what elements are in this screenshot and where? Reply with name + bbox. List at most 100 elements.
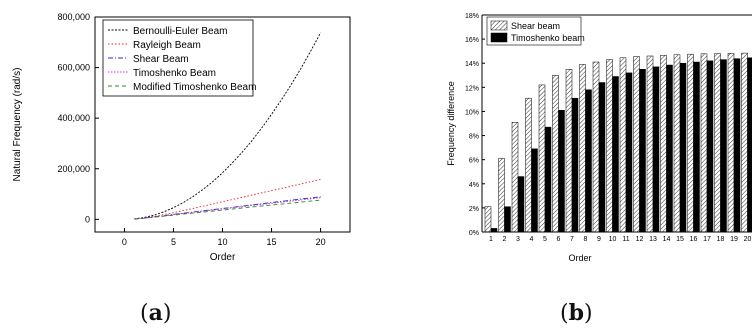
x-tick-label: 16 — [690, 236, 698, 243]
bar-timoshenko-13 — [652, 66, 660, 233]
x-tick-label: 8 — [584, 236, 588, 243]
bar-shear-11 — [619, 57, 627, 233]
x-tick-label: 0 — [122, 237, 127, 247]
bar-timoshenko-8 — [585, 89, 592, 233]
bar-shear-6 — [552, 75, 559, 233]
bar-shear-8 — [579, 64, 586, 233]
series-line-1 — [134, 32, 321, 220]
bar-shear-15 — [673, 54, 681, 233]
x-tick-label: 14 — [663, 236, 671, 243]
bar-timoshenko-18 — [720, 59, 727, 233]
y-tick-label: 18% — [465, 13, 479, 20]
x-tick-label: 12 — [636, 236, 644, 243]
series-line-5 — [134, 199, 321, 220]
y-tick-label: 16% — [465, 37, 479, 44]
bar-shear-2 — [498, 158, 505, 233]
x-tick-label: 20 — [744, 236, 752, 243]
bar-timoshenko-20 — [747, 57, 752, 233]
y-tick-label: 8% — [469, 134, 479, 141]
legend-box — [102, 19, 254, 97]
x-tick-label: 15 — [267, 237, 277, 247]
bar-shear-14 — [660, 55, 667, 233]
x-tick-label: 5 — [543, 236, 547, 243]
bar-timoshenko-10 — [612, 76, 619, 233]
bar-shear-10 — [606, 59, 613, 233]
x-tick-label: 20 — [316, 237, 326, 247]
x-tick-label: 17 — [703, 236, 711, 243]
bar-shear-12 — [633, 56, 640, 233]
y-tick-label: 2% — [469, 206, 479, 213]
y-tick-label: 600,000 — [57, 63, 90, 73]
bar-timoshenko-4 — [531, 148, 538, 233]
panel-label-a: (a) — [140, 300, 172, 326]
y-tick-label: 6% — [469, 158, 479, 165]
chart-a: 0 5 10 15 20 0 200,000 400,000 600,000 800,000 Ord… — [12, 12, 351, 263]
legend-label: Timoshenko beam — [511, 33, 585, 43]
bar-timoshenko-19 — [733, 58, 741, 233]
bar-shear-19 — [727, 53, 735, 233]
bar-shear-1 — [484, 206, 492, 233]
legend-label: Shear beam — [511, 21, 560, 31]
x-tick-label: 15 — [676, 236, 684, 243]
x-tick-label: 13 — [649, 236, 657, 243]
bar-shear-7 — [565, 69, 573, 233]
bar-timoshenko-14 — [666, 64, 673, 233]
panel-label-b: (b) — [560, 300, 593, 326]
bar-shear-5 — [538, 84, 546, 233]
bar-timoshenko-2 — [504, 206, 511, 233]
y-tick-label: 12% — [465, 85, 479, 92]
y-tick-label: 4% — [469, 182, 479, 189]
bar-timoshenko-12 — [639, 69, 646, 233]
bar-timoshenko-1 — [490, 228, 498, 233]
x-tick-label: 9 — [597, 236, 601, 243]
x-tick-label: 6 — [557, 236, 561, 243]
x-axis-label: Order — [568, 253, 591, 263]
y-tick-label: 800,000 — [57, 12, 90, 22]
bar-shear-17 — [700, 53, 708, 233]
x-tick-label: 10 — [217, 237, 227, 247]
bar-timoshenko-3 — [517, 176, 525, 233]
x-tick-label: 1 — [489, 236, 493, 243]
y-tick-label: 200,000 — [57, 164, 90, 174]
bar-shear-13 — [646, 55, 654, 233]
bar-shear-9 — [592, 61, 600, 233]
y-tick-label: 10% — [465, 109, 479, 116]
legend-label: Shear Beam — [133, 54, 189, 65]
x-tick-label: 7 — [570, 236, 574, 243]
y-axis-label: Natural Frequency (rad/s) — [12, 68, 23, 182]
legend-label: Modified Timoshenko Beam — [133, 82, 256, 93]
x-tick-label: 2 — [503, 236, 507, 243]
legend-label: Rayleigh Beam — [133, 40, 201, 51]
bar-timoshenko-5 — [544, 126, 552, 233]
y-tick-label: 400,000 — [57, 113, 90, 123]
x-axis-label: Order — [210, 252, 236, 263]
bar-shear-18 — [714, 53, 721, 233]
legend-label: Timoshenko Beam — [133, 68, 216, 79]
bar-shear-20 — [741, 52, 748, 233]
legend-label: Bernoulli-Euler Beam — [133, 26, 228, 37]
bar-shear-3 — [511, 122, 519, 233]
y-axis-label: Frequency difference — [446, 81, 456, 165]
x-tick-label: 19 — [730, 236, 738, 243]
legend-swatch — [490, 32, 508, 43]
legend-swatch — [490, 20, 508, 31]
bar-timoshenko-17 — [706, 60, 714, 233]
y-tick-label: 14% — [465, 61, 479, 68]
x-tick-label: 10 — [609, 236, 617, 243]
bar-shear-4 — [525, 97, 532, 233]
bar-timoshenko-9 — [598, 82, 606, 233]
x-tick-label: 5 — [171, 237, 176, 247]
bar-timoshenko-11 — [625, 72, 633, 233]
bar-timoshenko-15 — [679, 62, 687, 233]
bar-timoshenko-7 — [571, 97, 579, 233]
x-tick-label: 11 — [622, 236, 629, 243]
y-tick-label: 0 — [85, 214, 90, 224]
bar-shear-16 — [687, 53, 694, 233]
series-line-2 — [134, 179, 321, 220]
x-tick-label: 18 — [717, 236, 725, 243]
y-tick-label: 0% — [469, 230, 479, 237]
chart-b: 0%2%4%6%8%10%12%14%16%18%1 2 3 4 5 6 7 8 9 10 11 12… — [446, 13, 752, 263]
bar-timoshenko-6 — [558, 109, 565, 233]
x-tick-label: 4 — [530, 236, 534, 243]
bar-timoshenko-16 — [693, 61, 700, 233]
